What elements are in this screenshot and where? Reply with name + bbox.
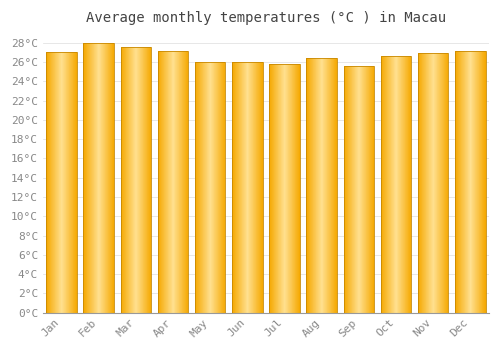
Bar: [232, 62, 262, 313]
Bar: [84, 43, 114, 313]
Bar: [195, 62, 226, 313]
Bar: [381, 56, 411, 313]
Bar: [306, 58, 337, 313]
Bar: [158, 50, 188, 313]
Title: Average monthly temperatures (°C ) in Macau: Average monthly temperatures (°C ) in Ma…: [86, 11, 446, 25]
Bar: [120, 47, 151, 313]
Bar: [418, 54, 448, 313]
Bar: [46, 51, 77, 313]
Bar: [270, 64, 300, 313]
Bar: [455, 50, 486, 313]
Bar: [344, 66, 374, 313]
